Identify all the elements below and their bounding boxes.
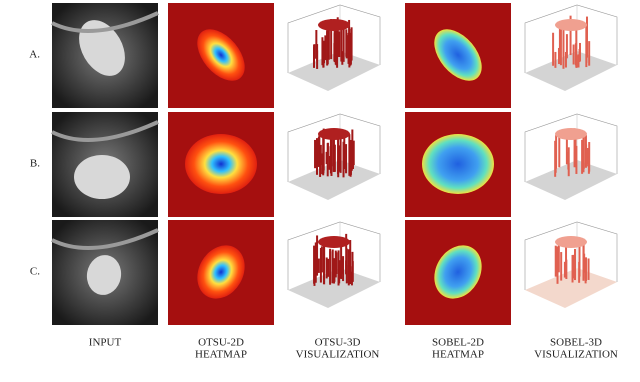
plot-top [318,236,350,248]
plot-top [318,128,350,140]
column-label: HEATMAP [432,349,484,361]
plot-top [318,19,350,31]
plot-floor [288,51,380,91]
plot-floor [288,268,380,308]
ct-lesion [79,20,125,76]
plot-floor [525,268,617,308]
column-label: VISUALIZATION [296,349,380,361]
column-label: SOBEL-3D [550,337,602,349]
plot-floor [525,51,617,91]
ct-lesion [86,255,122,295]
row-label: C. [30,266,40,278]
column-label: OTSU-2D [198,337,244,349]
plot-3d [287,221,381,308]
ct-vessel [51,228,159,250]
row-label: A. [29,49,40,61]
plot-3d [287,113,381,200]
heatmap-region [185,134,257,194]
column-label: HEATMAP [195,349,247,361]
plot-3d [524,113,618,200]
ct-vessel [51,11,159,33]
plot-top [555,19,587,31]
ct-lesion [74,155,130,199]
plot-3d [524,4,618,91]
heatmap-region [197,29,245,81]
heatmap-region [434,245,482,299]
heatmap-region [197,245,245,299]
plot-3d [524,221,618,308]
row-label: B. [30,158,40,170]
heatmap-region [434,29,482,81]
plot-floor [525,160,617,200]
column-label: SOBEL-2D [432,337,484,349]
column-label: OTSU-3D [315,337,361,349]
plot-top [555,128,587,140]
plot-3d [287,4,381,91]
heatmap-region [422,134,494,194]
ct-vessel [51,120,159,142]
plot-floor [288,160,380,200]
column-label: INPUT [89,337,122,349]
column-label: VISUALIZATION [534,349,618,361]
plot-top [555,236,587,248]
